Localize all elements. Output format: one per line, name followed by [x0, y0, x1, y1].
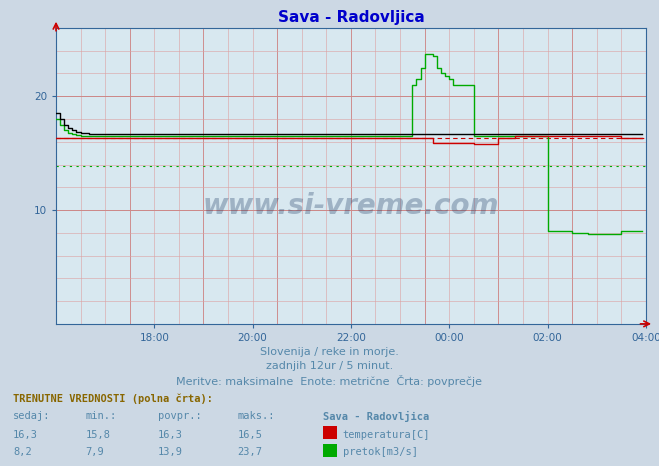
Text: Slovenija / reke in morje.: Slovenija / reke in morje.	[260, 347, 399, 357]
Text: 7,9: 7,9	[86, 447, 104, 457]
Text: temperatura[C]: temperatura[C]	[343, 430, 430, 439]
Text: Sava - Radovljica: Sava - Radovljica	[323, 411, 429, 422]
Text: 13,9: 13,9	[158, 447, 183, 457]
Text: povpr.:: povpr.:	[158, 411, 202, 421]
Text: 16,3: 16,3	[13, 430, 38, 439]
Text: 16,3: 16,3	[158, 430, 183, 439]
Text: 8,2: 8,2	[13, 447, 32, 457]
Text: maks.:: maks.:	[237, 411, 275, 421]
Text: 23,7: 23,7	[237, 447, 262, 457]
Text: Meritve: maksimalne  Enote: metrične  Črta: povprečje: Meritve: maksimalne Enote: metrične Črta…	[177, 375, 482, 387]
Text: sedaj:: sedaj:	[13, 411, 51, 421]
Text: 15,8: 15,8	[86, 430, 111, 439]
Text: TRENUTNE VREDNOSTI (polna črta):: TRENUTNE VREDNOSTI (polna črta):	[13, 394, 213, 404]
Text: min.:: min.:	[86, 411, 117, 421]
Title: Sava - Radovljica: Sava - Radovljica	[277, 10, 424, 26]
Text: pretok[m3/s]: pretok[m3/s]	[343, 447, 418, 457]
Text: www.si-vreme.com: www.si-vreme.com	[203, 192, 499, 219]
Text: 16,5: 16,5	[237, 430, 262, 439]
Text: zadnjih 12ur / 5 minut.: zadnjih 12ur / 5 minut.	[266, 361, 393, 371]
